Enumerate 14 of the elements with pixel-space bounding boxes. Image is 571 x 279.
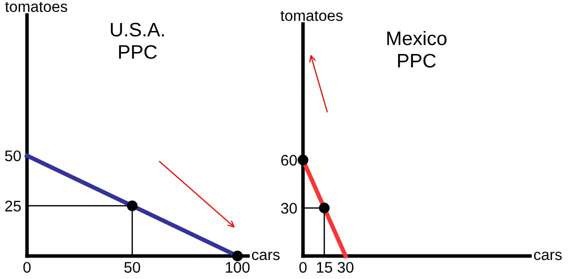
x-axis-title: cars	[252, 252, 280, 260]
x-axis-title: cars	[534, 252, 562, 260]
x-tick-label: 0	[299, 262, 307, 273]
y-axis-title: tomatoes	[5, 2, 68, 12]
x-tick-label: 50	[124, 262, 140, 273]
text: U.S.A. PPC	[110, 22, 164, 59]
text: Mexico PPC	[387, 30, 446, 68]
y-axis-title: tomatoes	[280, 10, 343, 21]
x-tick-label: 15	[316, 262, 332, 273]
y-tick-label: 60	[281, 154, 297, 166]
x-tick-label: 30	[338, 262, 354, 273]
y-tick-label: 25	[5, 200, 21, 212]
x-tick-label: 0	[23, 262, 31, 273]
x-tick-label: 100	[226, 262, 250, 273]
